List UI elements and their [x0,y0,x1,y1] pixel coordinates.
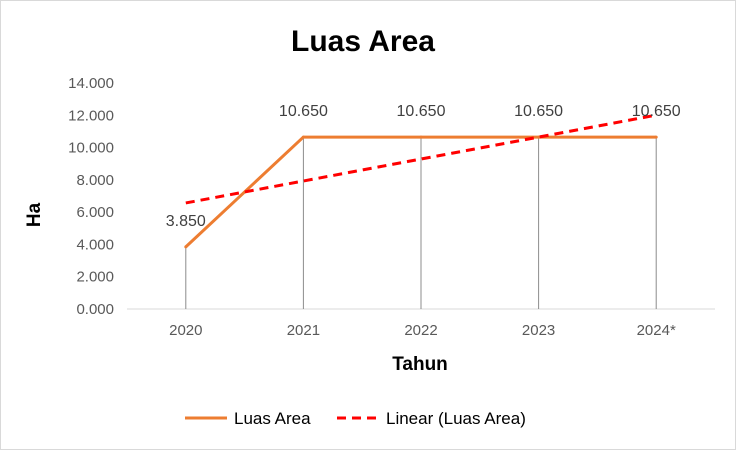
x-tick-label: 2024* [637,322,676,339]
data-label: 10.650 [632,103,681,120]
plot-area: 0.000 2.000 4.000 6.000 8.000 10.000 12.000 14.… [68,75,715,339]
data-point [419,135,423,139]
trendline-linear [185,113,657,205]
data-point [184,245,188,249]
y-tick-label: 10.000 [68,140,114,157]
chart-title: Luas Area [291,25,435,58]
x-tick-label: 2021 [287,322,320,339]
legend-label-trendline: Linear (Luas Area) [386,409,526,428]
legend: Luas Area Linear (Luas Area) [185,409,526,428]
x-tick-label: 2023 [522,322,555,339]
y-axis-title: Ha [24,202,45,227]
y-tick-label: 0.000 [76,301,114,318]
x-tick-label: 2022 [404,322,437,339]
data-point [654,135,658,139]
x-axis-title: Tahun [392,354,448,375]
x-tick-label: 2020 [169,322,202,339]
y-tick-label: 14.000 [68,75,114,92]
y-tick-label: 2.000 [76,269,114,286]
y-tick-label: 4.000 [76,236,114,253]
data-point [301,135,305,139]
data-label: 10.650 [397,103,446,120]
data-label: 10.650 [279,103,328,120]
legend-label-luas-area: Luas Area [234,409,311,428]
data-label: 3.850 [166,213,206,230]
y-tick-label: 6.000 [76,204,114,221]
y-tick-label: 12.000 [68,107,114,124]
data-point [537,135,541,139]
y-tick-label: 8.000 [76,172,114,189]
data-label: 10.650 [514,103,563,120]
